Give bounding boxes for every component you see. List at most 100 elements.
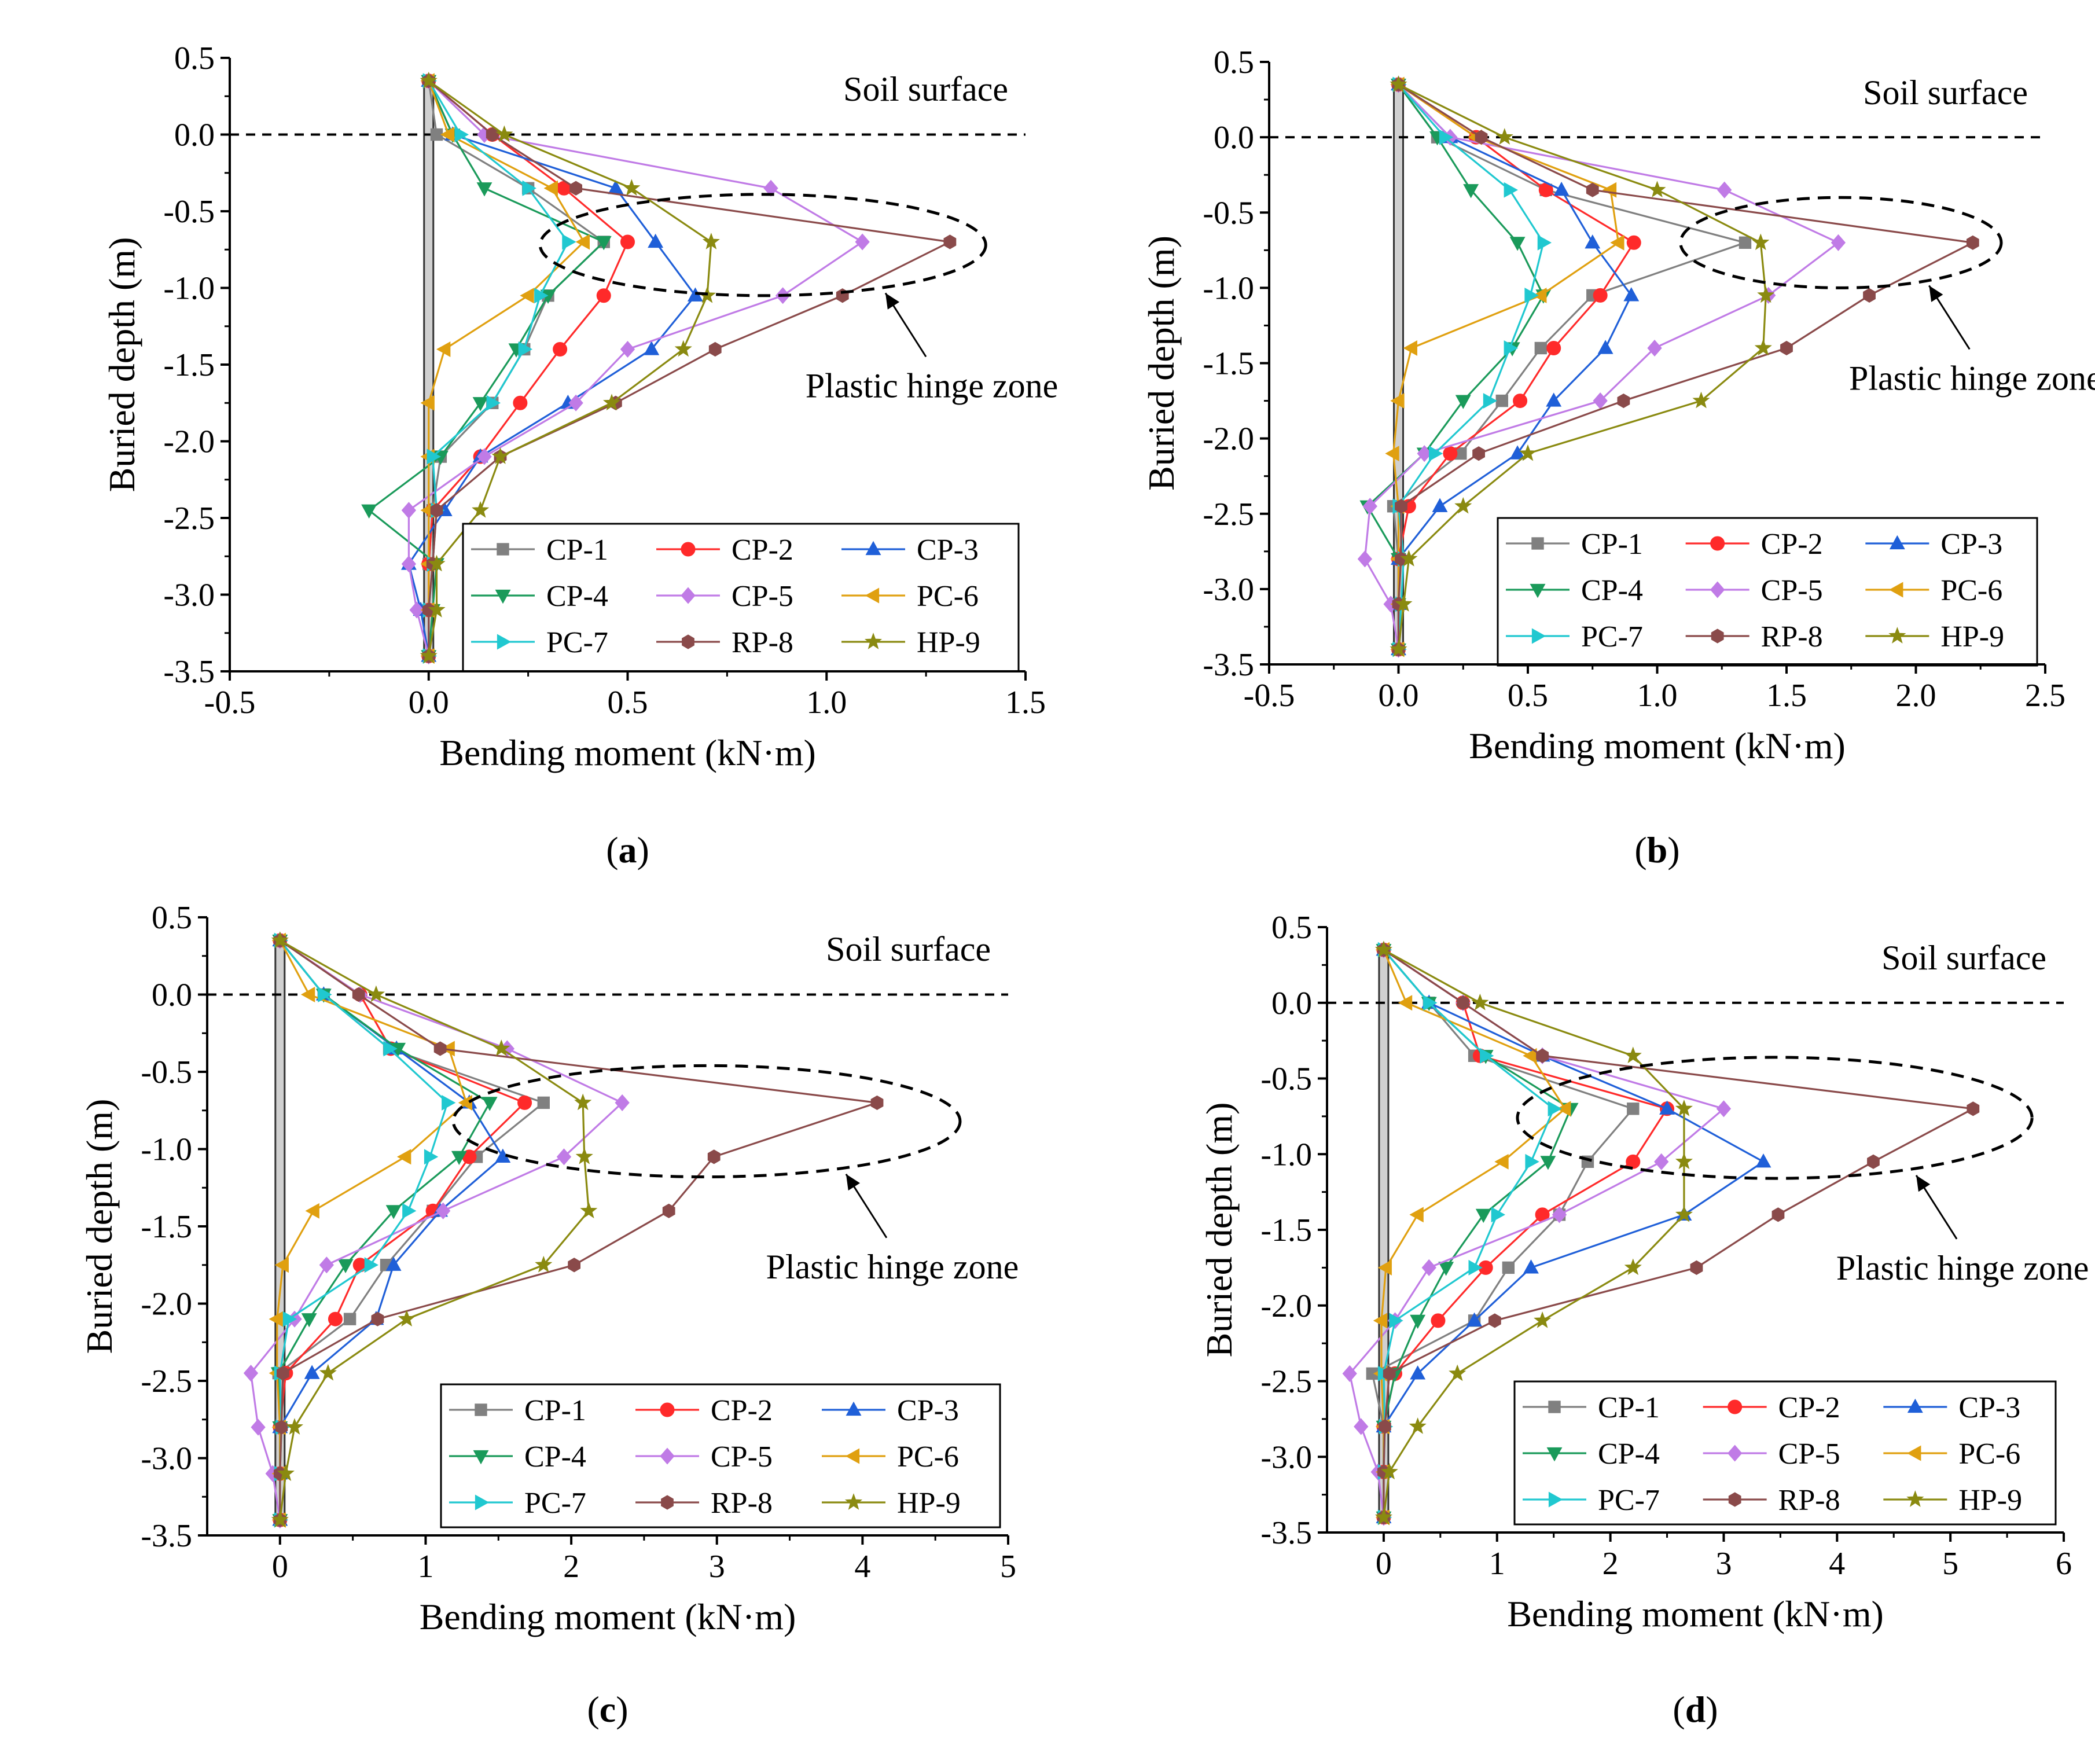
- panel-c-series-RP-8-point-2: [433, 1041, 447, 1056]
- panel-c-x-tick-label-4: 4: [854, 1549, 870, 1585]
- panel-b-series-HP-9-point-10: [1395, 595, 1413, 612]
- panel-b-y-tick-label-5: -2.0: [1203, 421, 1254, 457]
- panel-a-legend-CP-5-marker: [681, 587, 696, 604]
- panel-b-series-PC-7-point-7: [1428, 446, 1443, 462]
- panel-a-x-tick-label-1: 0.0: [409, 685, 449, 721]
- panel-d-legend-CP-3-label: CP-3: [1958, 1391, 2020, 1424]
- panel-d-series-CP-5-point-9: [1354, 1418, 1369, 1435]
- panel-b-legend-CP-3-label: CP-3: [1940, 528, 2002, 561]
- panel-b-series-PC-6-point-3: [1610, 234, 1624, 251]
- panel-d-series-HP-9-point-0: [1374, 940, 1392, 958]
- panel-d-hinge-ellipse: [1516, 1056, 2034, 1180]
- panel-a-series-RP-8-line: [428, 80, 953, 656]
- panel-c-series-CP-1-point-7: [343, 1313, 356, 1325]
- panel-a-series-RP-8-point-8: [430, 503, 443, 518]
- panel-b-x-tick-label-3: 1.0: [1637, 678, 1678, 714]
- panel-c-series-RP-8-point-4: [707, 1149, 721, 1164]
- panel-b-legend-PC-6-label: PC-6: [1940, 574, 2002, 607]
- panel-d-series-CP-3-point-3: [1659, 1100, 1675, 1115]
- panel-c-legend-CP-3-marker: [846, 1401, 862, 1416]
- panel-d-hinge-arrow-head: [1916, 1175, 1931, 1192]
- panel-c-hinge-ellipse: [451, 1064, 962, 1179]
- panel-d-series-PC-6-point-1: [1398, 995, 1413, 1011]
- panel-c-series-CP-2-point-7: [328, 1311, 343, 1326]
- panel-a-legend-PC-6-label: PC-6: [917, 580, 979, 613]
- panel-d-series-CP-4-point-6: [1438, 1262, 1454, 1276]
- panel-c-series-CP-1-point-3: [537, 1096, 550, 1109]
- panel-a-series-PC-7-point-2: [522, 180, 536, 196]
- panel-d-legend-RP-8-label: RP-8: [1778, 1484, 1840, 1517]
- panel-c-legend-CP-4-label: CP-4: [524, 1440, 586, 1473]
- panel-c-series-HP-9-line: [279, 939, 590, 1520]
- panel-c-series-HP-9-point-8: [319, 1364, 337, 1381]
- panel-b-legend-CP-3-marker: [1889, 535, 1905, 550]
- panel-d-series-PC-7-point-1: [1423, 995, 1438, 1011]
- panel-b-y-tick-label-4: -1.5: [1203, 346, 1254, 382]
- panel-c-legend-PC-6-marker: [845, 1448, 860, 1464]
- panel-b-series-PC-7-line: [1397, 83, 1545, 650]
- panel-c-series-PC-7-point-5: [402, 1203, 417, 1219]
- panel-d-series-CP-2-point-4: [1626, 1154, 1641, 1169]
- panel-d-series-RP-8-point-7: [1488, 1313, 1501, 1328]
- panel-c-x-axis-title: Bending moment (kN·m): [420, 1596, 796, 1637]
- panel-c-series-HP-9-point-4: [575, 1148, 593, 1164]
- panel-a-y-axis-title: Buried depth (m): [101, 237, 142, 493]
- panel-b-y-tick-label-7: -3.0: [1203, 572, 1254, 608]
- panel-a-legend-PC-7-label: PC-7: [546, 626, 608, 659]
- panel-b-caption: (b): [1634, 829, 1679, 870]
- panel-a-soil-surface-label: Soil surface: [843, 70, 1008, 108]
- panel-d-series-RP-8-point-2: [1536, 1048, 1549, 1063]
- panel-a-series-PC-6-point-3: [575, 234, 590, 250]
- panel-b-series-PC-6-point-7: [1385, 446, 1399, 462]
- panel-a-series-RP-8-point-5: [708, 341, 722, 357]
- panel-b-series-HP-9-point-1: [1495, 128, 1513, 145]
- panel-c-series-PC-7-point-7: [282, 1311, 297, 1327]
- panel-d-x-tick-label-2: 2: [1603, 1546, 1619, 1582]
- panel-b-y-tick-label-8: -3.5: [1203, 647, 1254, 683]
- panel-d-legend-PC-7-label: PC-7: [1598, 1484, 1660, 1517]
- panel-d-series-CP-3-point-7: [1466, 1312, 1483, 1326]
- panel-a-series-CP-5-point-6: [568, 394, 583, 411]
- panel-c: Soil surface Plastic hinge zone CP-1 CP-2 CP…: [79, 900, 1019, 1730]
- panel-c-series-CP-3-point-6: [385, 1256, 402, 1271]
- panel-a-x-axis-title: Bending moment (kN·m): [439, 732, 816, 773]
- panel-b-soil-surface-label: Soil surface: [1863, 74, 2028, 112]
- panel-c-legend-HP-9-label: HP-9: [897, 1487, 961, 1520]
- panel-a-x-tick-label-2: 0.5: [608, 685, 648, 721]
- panel-c-y-tick-label-7: -3.0: [141, 1441, 192, 1477]
- panel-b-legend-CP-1-label: CP-1: [1581, 528, 1643, 561]
- panel-c-series-CP-4-point-6: [337, 1259, 354, 1273]
- panel-d-series-PC-6-point-5: [1409, 1207, 1424, 1223]
- panel-a-series-HP-9-point-8: [472, 501, 490, 518]
- panel-c-y-tick-label-8: -3.5: [141, 1518, 192, 1554]
- panel-c-legend-CP-1-marker: [475, 1403, 487, 1416]
- panel-d-series-HP-9-line: [1383, 949, 1685, 1518]
- panel-c-caption: (c): [587, 1689, 628, 1730]
- panel-a-series-HP-9-point-1: [495, 125, 513, 142]
- panel-b-series-RP-8-point-8: [1395, 499, 1407, 514]
- panel-b-series-PC-7-point-5: [1504, 340, 1518, 356]
- panel-b-legend-RP-8-label: RP-8: [1761, 620, 1823, 653]
- panel-d-caption: (d): [1673, 1689, 1718, 1730]
- panel-a-x-tick-label-4: 1.5: [1005, 685, 1046, 721]
- panel-a-caption-letter: a: [619, 829, 637, 870]
- panel-d-series-PC-6-point-6: [1377, 1259, 1392, 1276]
- panel-b-legend-HP-9-marker: [1888, 627, 1906, 644]
- panel-a-series-CP-2-point-5: [553, 342, 568, 357]
- panel-b-series-CP-3-point-4: [1623, 287, 1640, 302]
- panel-d-x-tick-label-0: 0: [1376, 1546, 1392, 1582]
- panel-d-x-tick-label-6: 6: [2056, 1546, 2072, 1582]
- panel-a-series-HP-9-line: [428, 80, 712, 656]
- panel-d-series-PC-7-point-6: [1468, 1259, 1483, 1276]
- panel-d-series-RP-8-line: [1383, 949, 1976, 1517]
- panel-d-x-tick-label-5: 5: [1942, 1546, 1958, 1582]
- panel-c-y-tick-label-4: -1.5: [141, 1209, 192, 1245]
- panel-c-x-tick-label-3: 3: [709, 1549, 725, 1585]
- panel-a-series-CP-2-point-3: [620, 234, 635, 249]
- panel-a-series-PC-7-point-5: [518, 341, 532, 357]
- panel-c-legend: [440, 1383, 1001, 1528]
- panel-a-series-HP-9-point-5: [674, 340, 692, 357]
- panel-b-series-CP-1-point-5: [1534, 341, 1548, 355]
- panel-b-series-CP-1-point-6: [1495, 394, 1509, 407]
- panel-a-y-tick-label-7: -3.0: [163, 578, 215, 613]
